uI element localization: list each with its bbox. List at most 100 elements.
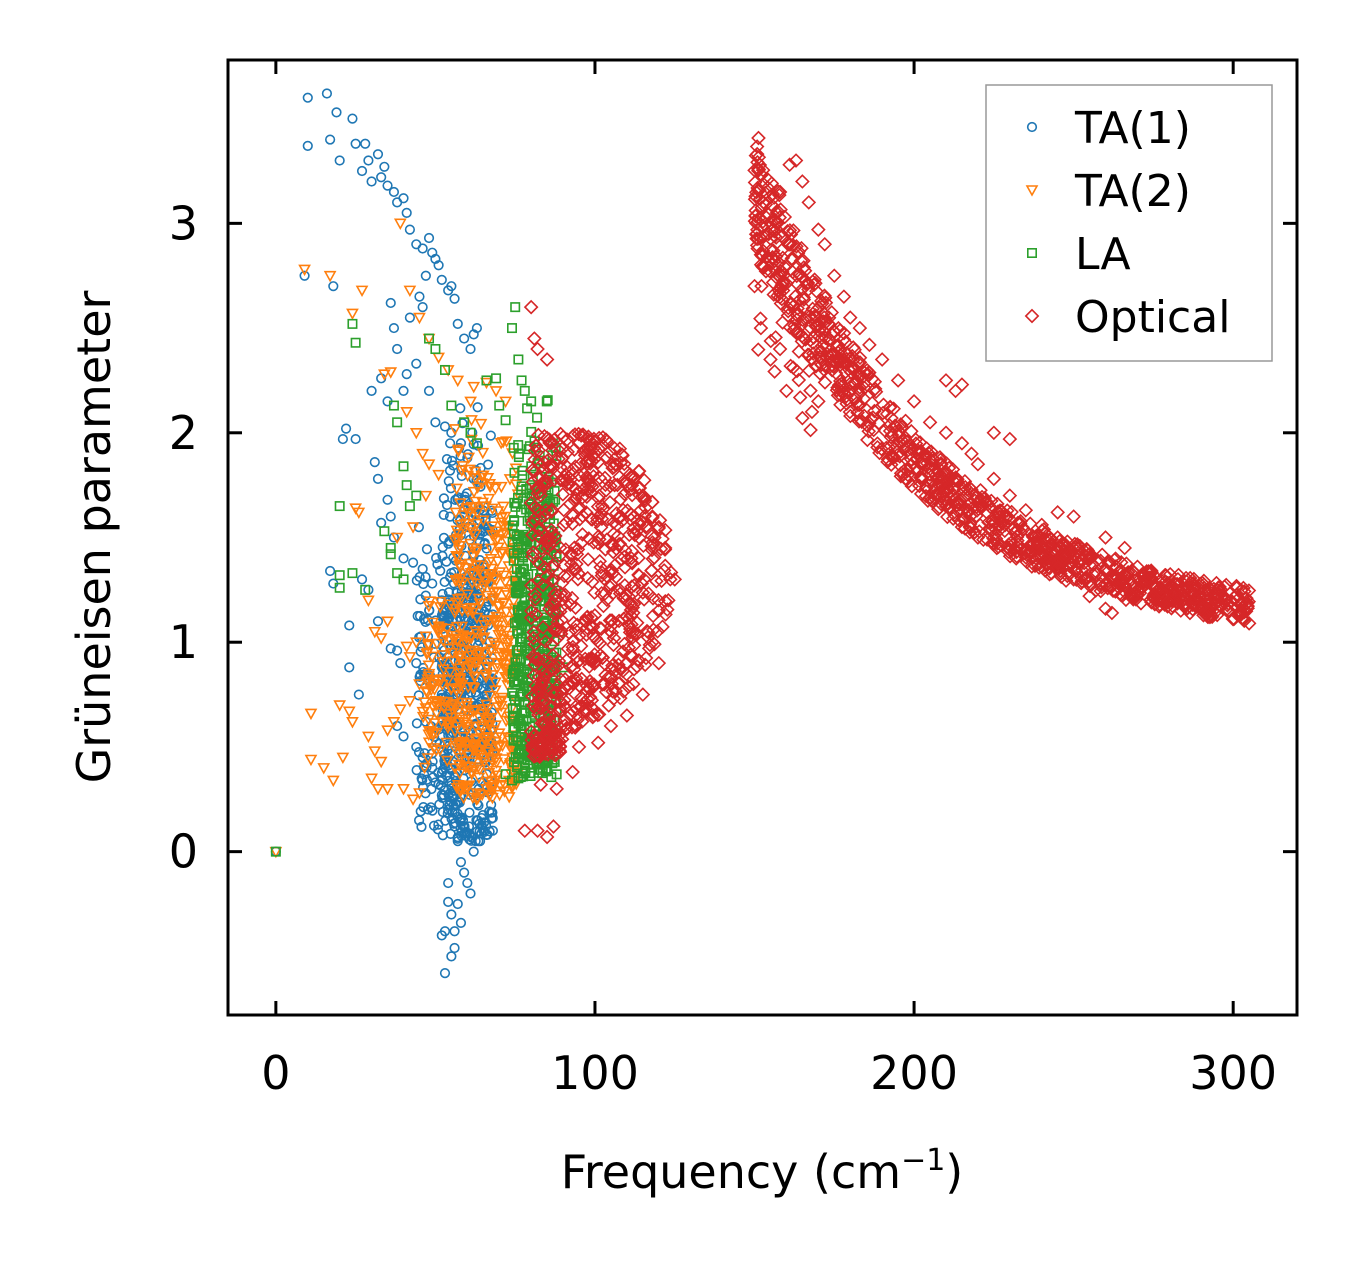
data-point <box>583 610 599 625</box>
data-point <box>464 512 478 524</box>
data-point <box>411 658 422 669</box>
data-point <box>594 585 609 601</box>
data-point <box>1103 579 1119 595</box>
data-point <box>372 473 384 484</box>
data-point <box>413 815 425 826</box>
data-point <box>481 375 492 386</box>
data-point <box>299 270 310 281</box>
data-point <box>1078 572 1093 588</box>
data-point <box>1119 556 1134 571</box>
data-point <box>422 726 436 738</box>
data-point <box>1102 554 1117 569</box>
x-tick-label: 300 <box>1189 1046 1277 1100</box>
data-point <box>528 652 544 667</box>
data-point <box>1098 601 1113 617</box>
data-point <box>446 951 457 962</box>
data-point <box>476 625 489 638</box>
data-point <box>461 650 475 663</box>
data-point <box>976 532 991 548</box>
data-point <box>568 622 583 638</box>
data-point <box>437 664 451 676</box>
data-point <box>452 668 466 680</box>
data-point <box>443 599 457 611</box>
data-point <box>659 602 675 617</box>
data-point <box>1050 505 1066 520</box>
data-point <box>601 698 617 713</box>
data-point <box>1097 563 1113 579</box>
data-point <box>557 587 573 603</box>
data-point <box>464 396 477 409</box>
data-point <box>490 663 504 675</box>
data-point <box>874 352 890 367</box>
data-point <box>636 571 652 587</box>
data-point <box>625 676 641 692</box>
data-point <box>447 633 460 645</box>
data-point <box>430 344 441 355</box>
data-point <box>843 408 858 424</box>
data-point <box>891 424 907 439</box>
data-point <box>433 819 444 830</box>
data-point <box>469 626 482 638</box>
data-point <box>623 550 639 566</box>
data-point <box>939 493 954 508</box>
data-point <box>546 658 562 674</box>
data-point <box>470 543 483 556</box>
data-point <box>392 645 403 656</box>
data-point <box>922 467 938 483</box>
data-point <box>369 457 380 468</box>
data-point <box>452 552 465 564</box>
data-point <box>334 570 345 581</box>
x-tick-label: 200 <box>870 1046 958 1100</box>
legend-marker <box>1025 185 1039 197</box>
data-point <box>761 207 776 223</box>
data-point <box>624 579 640 595</box>
data-point <box>747 278 762 294</box>
data-point <box>592 553 608 569</box>
data-point <box>568 562 583 577</box>
data-point <box>625 648 640 664</box>
data-point <box>453 682 466 695</box>
data-point <box>861 365 877 380</box>
data-point <box>579 610 595 625</box>
data-point <box>867 403 882 419</box>
data-point <box>763 216 778 231</box>
data-point <box>400 641 414 654</box>
data-point <box>424 333 435 344</box>
data-point <box>782 157 797 173</box>
data-point <box>520 631 531 642</box>
data-point <box>586 535 602 550</box>
data-point <box>480 661 493 674</box>
data-point <box>760 249 776 265</box>
data-point <box>811 222 826 237</box>
data-point <box>590 735 606 751</box>
data-point <box>553 586 569 602</box>
data-point <box>834 378 850 394</box>
data-point <box>407 557 419 568</box>
data-point <box>535 577 551 593</box>
data-point <box>533 487 548 503</box>
data-point <box>1112 564 1128 580</box>
data-point <box>532 749 548 765</box>
data-point <box>536 693 552 708</box>
data-point <box>544 435 560 451</box>
data-point <box>776 267 792 283</box>
data-point <box>781 237 797 252</box>
data-point <box>579 627 594 642</box>
data-point <box>544 637 559 652</box>
data-point <box>1192 588 1208 604</box>
legend-label-optical: Optical <box>1075 292 1230 343</box>
data-point <box>924 463 940 478</box>
data-point <box>977 490 993 506</box>
data-point <box>852 350 868 366</box>
data-point <box>553 459 568 475</box>
data-point <box>803 383 818 398</box>
data-point <box>811 394 826 409</box>
data-point <box>392 568 403 579</box>
data-point <box>298 264 311 277</box>
data-point <box>531 528 546 544</box>
data-point <box>471 749 485 761</box>
data-point <box>1196 577 1212 592</box>
data-point <box>612 441 628 457</box>
data-point <box>500 415 511 426</box>
data-point <box>1063 549 1079 565</box>
